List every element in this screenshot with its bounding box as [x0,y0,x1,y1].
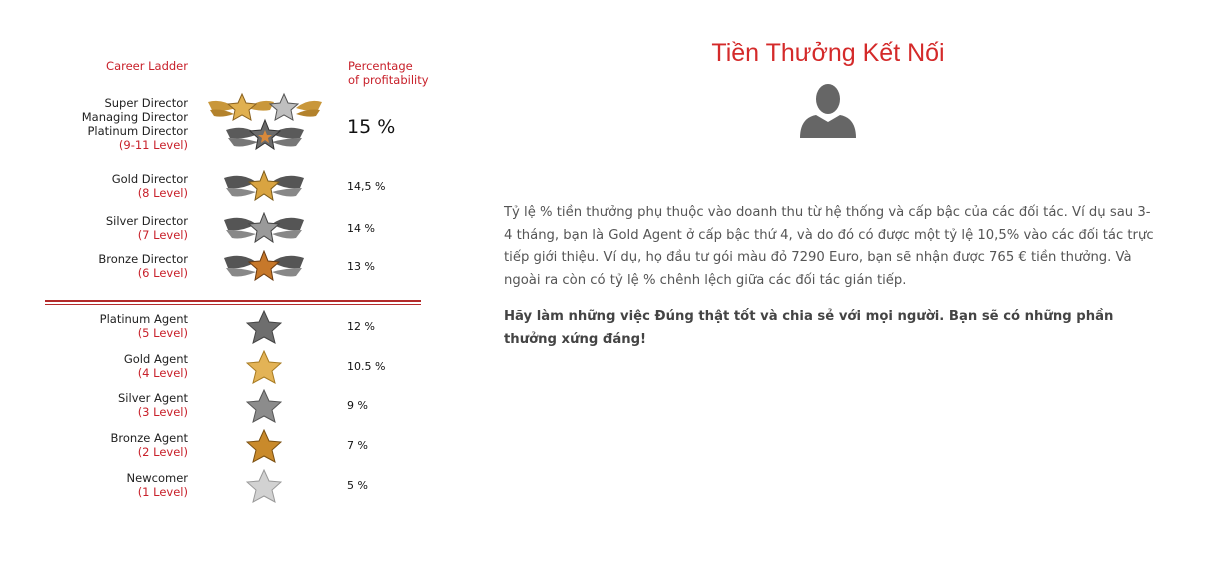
career-ladder-header: Career Ladder [106,59,188,73]
rank-percentage: 13 % [347,260,375,273]
rank-percentage: 10.5 % [347,360,386,373]
rank-percentage: 12 % [347,320,375,333]
bronze-director-badge-icon [224,250,304,282]
newcomer-star-icon [246,469,282,503]
bonus-description: Tỷ lệ % tiền thưởng phụ thuộc vào doanh … [504,205,1154,288]
rank-percentage: 7 % [347,439,368,452]
rank-level: (6 Level) [137,266,188,280]
rank-name: Platinum Director [87,124,188,138]
rank-name: Managing Director [81,110,188,124]
gold-agent-star-icon [246,350,282,384]
platinum-agent-star-icon [246,310,282,344]
rank-name: Super Director [104,96,188,110]
rank-level: (2 Level) [137,445,188,459]
rank-percentage: 9 % [347,399,368,412]
bronze-agent-star-icon [246,429,282,463]
winged-stars-badge-icon [208,92,322,151]
rank-name: Platinum Agent [99,312,188,326]
rank-percentage: 5 % [347,479,368,492]
silver-director-badge-icon [224,212,304,244]
gold-director-badge-icon [224,170,304,202]
rank-level: (1 Level) [137,485,188,499]
rank-name: Newcomer [126,471,188,485]
rank-name: Gold Agent [123,352,188,366]
section-title: Tiền Thưởng Kết Nối [711,39,945,67]
rank-name: Bronze Director [98,252,188,266]
rank-level: (9-11 Level) [118,138,188,152]
silver-agent-star-icon [246,389,282,423]
percentage-header: Percentage of profitability [348,59,429,87]
rank-percentage: 15 % [347,116,396,138]
rank-percentage: 14,5 % [347,180,386,193]
rank-name: Silver Director [105,214,188,228]
rank-name: Gold Director [111,172,188,186]
user-silhouette-icon [800,84,856,138]
career-ladder-infographic: Career Ladder Percentage of profitabilit… [0,0,470,586]
bonus-call-to-action: Hãy làm những việc Đúng thật tốt và chia… [504,309,1114,347]
rank-level: (4 Level) [137,366,188,380]
rank-level: (5 Level) [137,326,188,340]
ladder-divider [45,300,421,305]
rank-level: (3 Level) [137,405,188,419]
rank-percentage: 14 % [347,222,375,235]
rank-level: (7 Level) [137,228,188,242]
rank-name: Bronze Agent [110,431,189,445]
rank-level: (8 Level) [137,186,188,200]
rank-name: Silver Agent [118,391,188,405]
